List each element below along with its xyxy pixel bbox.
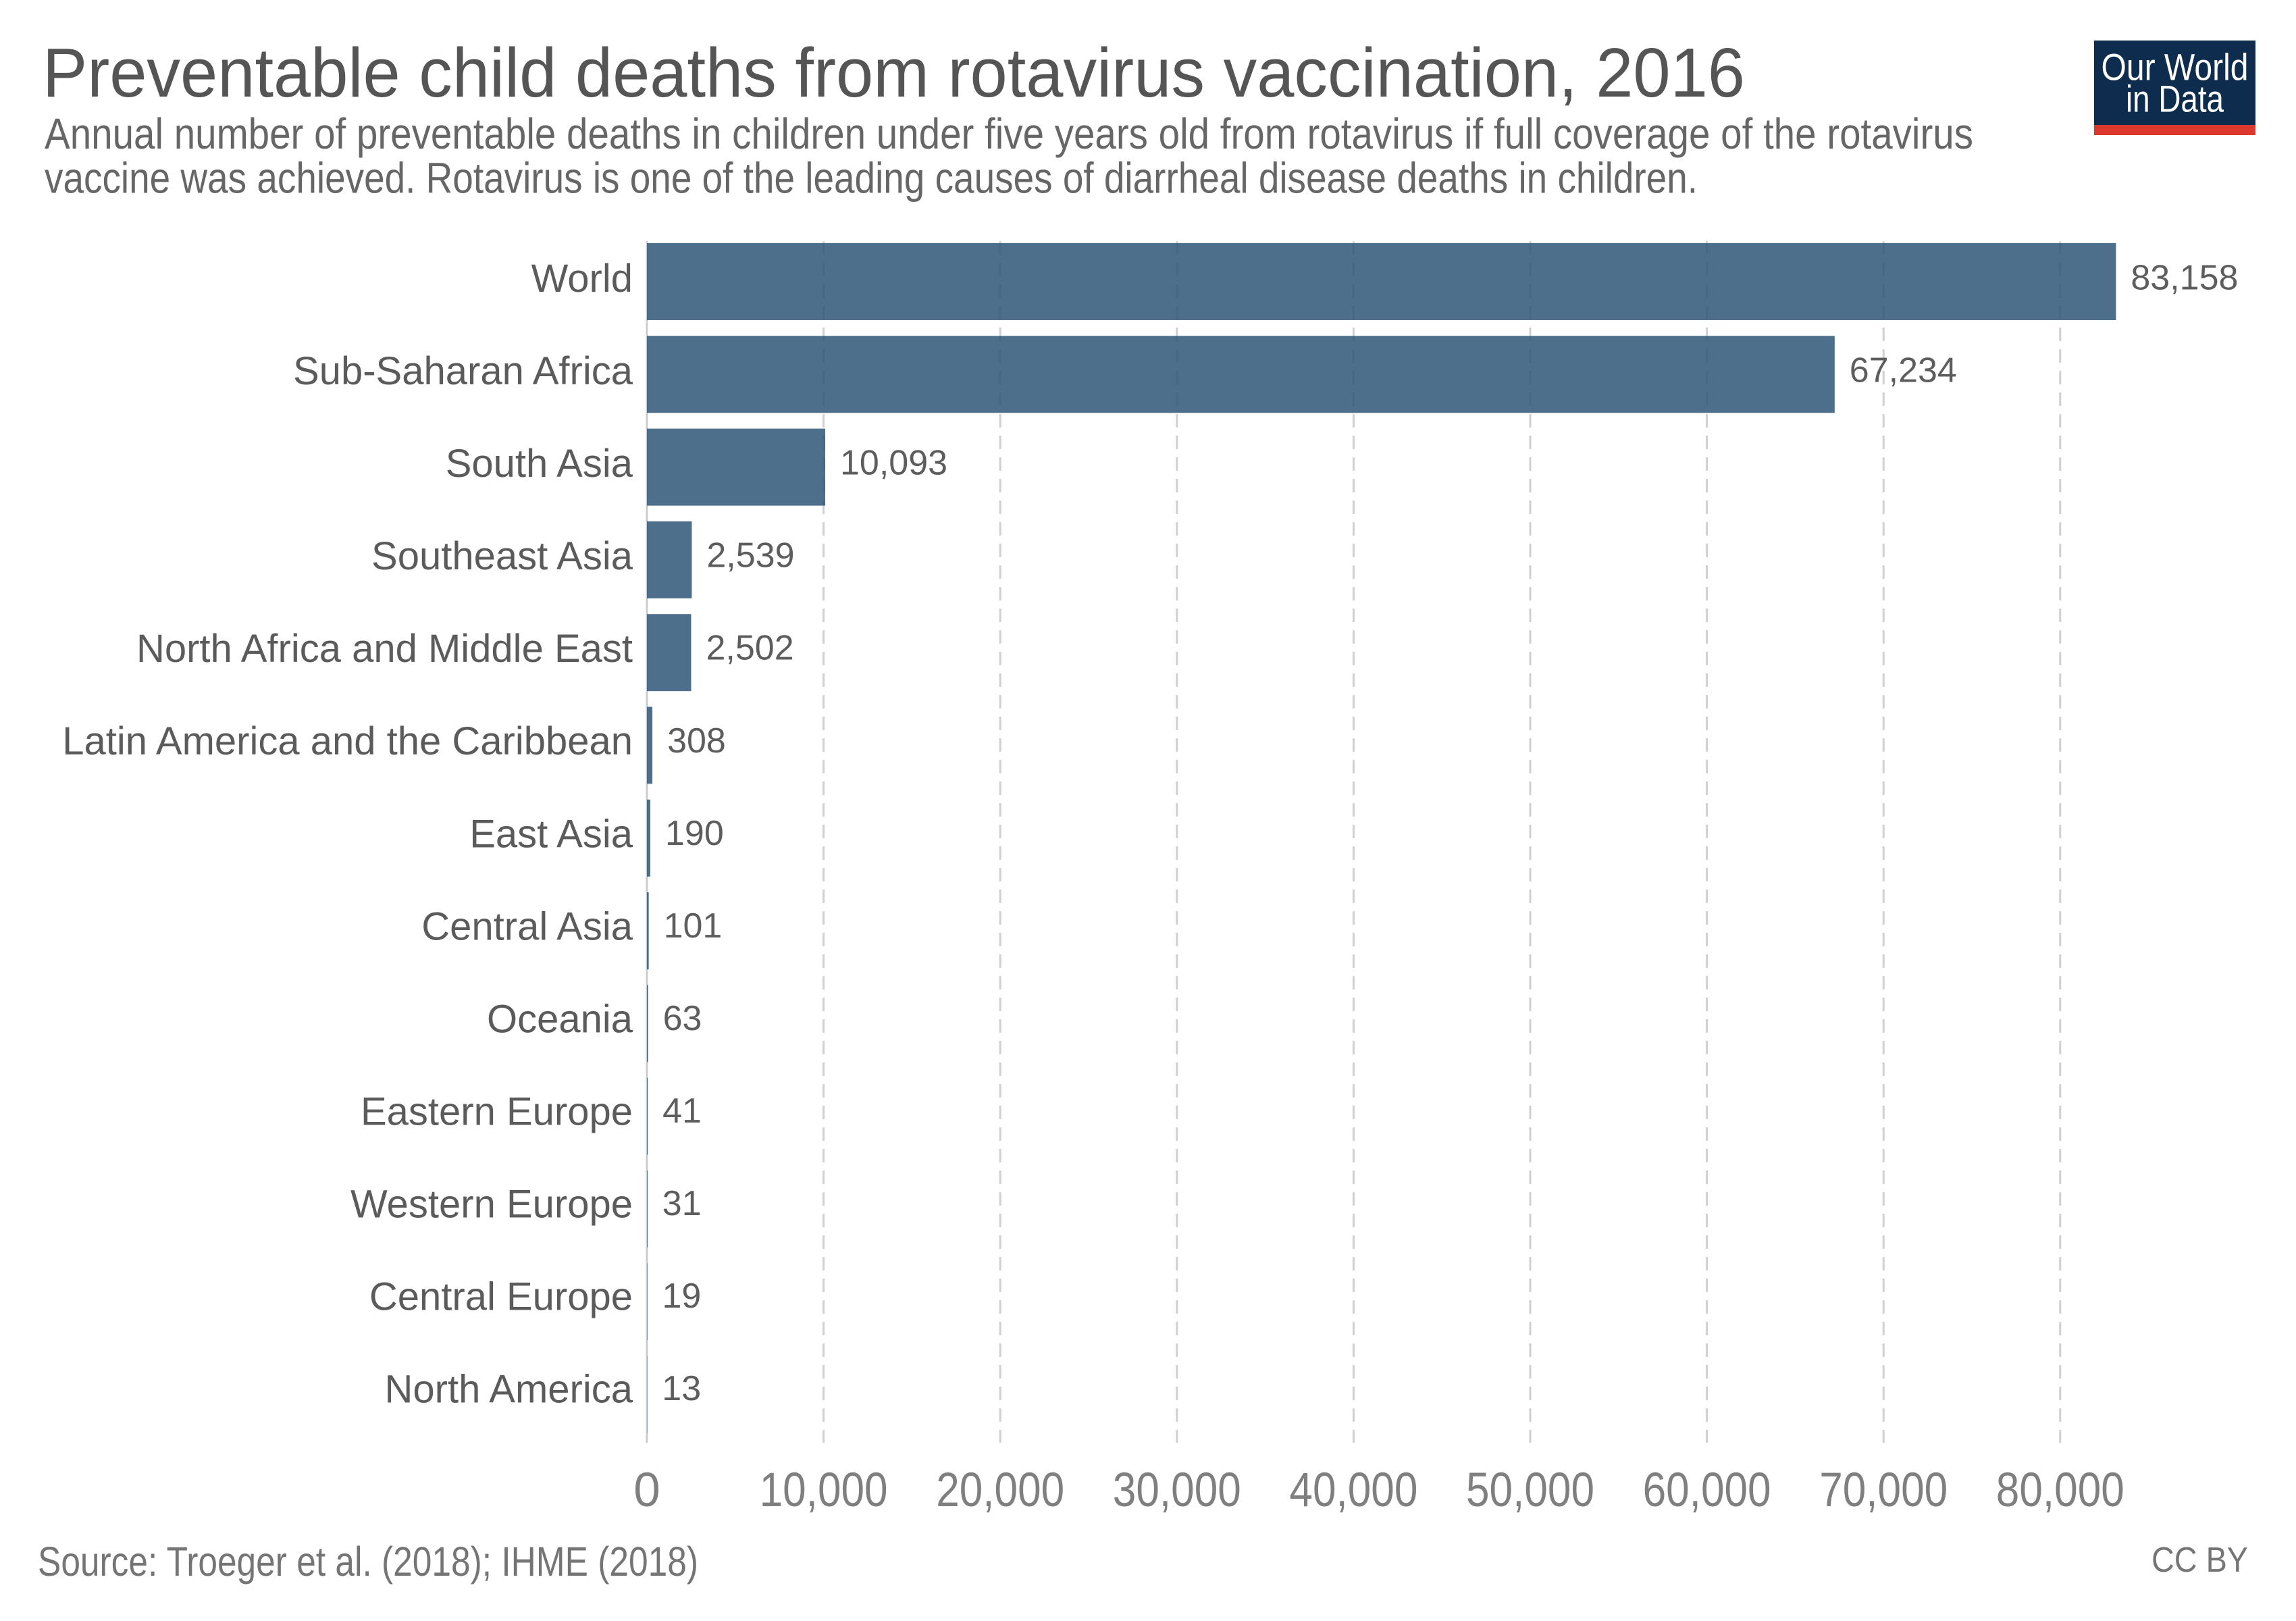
svg-text:Preventable child deaths from: Preventable child deaths from rotavirus … xyxy=(43,34,1745,111)
svg-text:0: 0 xyxy=(633,1464,660,1517)
svg-text:South Asia: South Asia xyxy=(446,442,633,486)
svg-text:vaccine was achieved. Rotaviru: vaccine was achieved. Rotavirus is one o… xyxy=(45,154,1698,203)
svg-text:Eastern Europe: Eastern Europe xyxy=(361,1090,633,1134)
svg-text:67,234: 67,234 xyxy=(1850,351,1957,390)
svg-text:70,000: 70,000 xyxy=(1819,1464,1948,1517)
svg-text:31: 31 xyxy=(662,1184,702,1223)
svg-text:13: 13 xyxy=(662,1369,701,1408)
svg-text:10,000: 10,000 xyxy=(760,1464,888,1517)
svg-text:41: 41 xyxy=(662,1091,702,1131)
svg-text:Source: Troeger et al. (2018);: Source: Troeger et al. (2018); IHME (201… xyxy=(38,1539,698,1585)
svg-text:190: 190 xyxy=(665,814,724,853)
svg-text:North Africa and Middle East: North Africa and Middle East xyxy=(136,627,633,671)
svg-text:CC BY: CC BY xyxy=(2151,1541,2248,1580)
svg-text:Southeast Asia: Southeast Asia xyxy=(371,534,633,578)
svg-text:Sub-Saharan Africa: Sub-Saharan Africa xyxy=(293,349,633,393)
svg-text:50,000: 50,000 xyxy=(1466,1464,1594,1517)
svg-text:63: 63 xyxy=(663,999,702,1038)
svg-text:83,158: 83,158 xyxy=(2131,259,2238,298)
svg-text:101: 101 xyxy=(664,906,723,946)
svg-text:60,000: 60,000 xyxy=(1643,1464,1771,1517)
svg-text:80,000: 80,000 xyxy=(1996,1464,2124,1517)
svg-text:10,093: 10,093 xyxy=(840,444,947,483)
svg-text:19: 19 xyxy=(662,1277,702,1316)
svg-text:Western Europe: Western Europe xyxy=(350,1183,633,1227)
svg-text:308: 308 xyxy=(667,721,726,761)
svg-text:Central Europe: Central Europe xyxy=(369,1275,633,1319)
svg-text:Central Asia: Central Asia xyxy=(421,904,633,948)
svg-text:in Data: in Data xyxy=(2126,77,2224,120)
svg-text:East Asia: East Asia xyxy=(469,812,633,856)
svg-text:Latin America and the Caribbea: Latin America and the Caribbean xyxy=(62,719,633,763)
svg-text:40,000: 40,000 xyxy=(1289,1464,1417,1517)
svg-text:Annual number of preventable d: Annual number of preventable deaths in c… xyxy=(45,109,1973,158)
svg-text:2,539: 2,539 xyxy=(706,536,794,575)
svg-text:30,000: 30,000 xyxy=(1113,1464,1241,1517)
svg-text:Our World: Our World xyxy=(2102,45,2249,88)
svg-text:20,000: 20,000 xyxy=(936,1464,1064,1517)
svg-text:Oceania: Oceania xyxy=(487,997,633,1041)
svg-text:World: World xyxy=(531,257,633,301)
svg-text:North America: North America xyxy=(385,1368,633,1412)
svg-text:2,502: 2,502 xyxy=(706,629,794,668)
